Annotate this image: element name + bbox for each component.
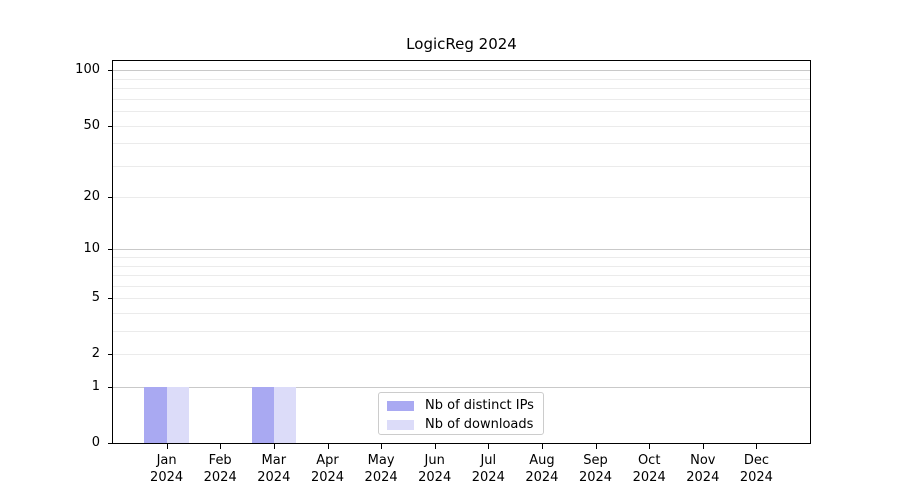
x-tick [434,444,436,449]
gridline-major [113,70,810,72]
y-tick-label: 50 [83,117,100,133]
x-tick-label: Jun 2024 [418,453,452,485]
x-tick-label: Aug 2024 [525,453,559,485]
x-tick-label: Dec 2024 [739,453,773,485]
x-tick-label: Feb 2024 [203,453,237,485]
legend-item-distinct-ips: Nb of distinct IPs [387,398,535,414]
x-tick-label: Nov 2024 [686,453,720,485]
x-tick [327,444,329,449]
gridline-minor [113,111,810,112]
gridline-minor [113,257,810,258]
y-tick-label: 0 [91,435,100,450]
legend-item-downloads: Nb of downloads [387,417,535,433]
gridline-minor [113,265,810,267]
legend-swatch-distinct-ips [387,401,414,411]
gridline-minor [113,285,810,287]
y-tick-label: 10 [83,241,100,257]
y-tick [108,249,112,251]
legend-swatch-downloads [387,420,414,430]
bar-distinct-ips [251,387,274,443]
x-tick-label: Jan 2024 [150,453,184,485]
y-tick [108,298,112,300]
gridline-minor [113,275,810,277]
x-tick [702,444,704,449]
gridline-minor [113,78,810,80]
gridline-minor [113,197,810,199]
gridline-minor [113,313,810,314]
y-tick-label: 2 [91,346,100,362]
bar-downloads [166,387,189,443]
gridline-minor [113,165,810,167]
plot-area [112,60,811,444]
legend: Nb of distinct IPs Nb of downloads [378,392,544,435]
x-tick [595,444,597,449]
y-tick-label: 5 [91,290,100,306]
legend-label-downloads: Nb of downloads [425,417,534,432]
gridline-minor [113,143,810,145]
x-tick-label: Oct 2024 [632,453,666,485]
y-tick-label: 1 [91,379,100,394]
x-tick [649,444,651,449]
y-tick-label: 20 [83,189,100,205]
x-tick-label: Jul 2024 [471,453,505,485]
gridline-minor [113,88,810,90]
gridline-minor [113,354,810,356]
y-tick [108,197,112,199]
y-tick [108,387,112,388]
legend-label-distinct-ips: Nb of distinct IPs [425,398,534,413]
bar-downloads [273,387,297,443]
x-tick [220,444,222,449]
y-tick [108,70,112,72]
gridline-minor [113,331,810,332]
x-tick [381,444,383,449]
x-tick-label: Mar 2024 [257,453,291,485]
gridline-major [113,387,810,388]
chart-title: LogicReg 2024 [406,35,517,53]
gridline-minor [113,298,810,300]
gridline-minor [113,125,810,127]
y-tick [108,354,112,356]
x-tick [166,444,168,449]
gridline-major [113,249,810,251]
bar-distinct-ips [144,387,167,443]
x-tick-label: Apr 2024 [310,453,345,485]
x-tick [273,444,275,449]
x-tick [488,444,490,449]
y-tick [108,443,112,444]
x-tick-label: May 2024 [364,453,398,485]
gridline-minor [113,98,810,100]
y-tick-label: 100 [75,62,100,78]
x-tick [756,444,758,449]
x-tick [541,444,543,449]
x-tick-label: Sep 2024 [578,453,613,485]
y-tick [108,125,112,127]
